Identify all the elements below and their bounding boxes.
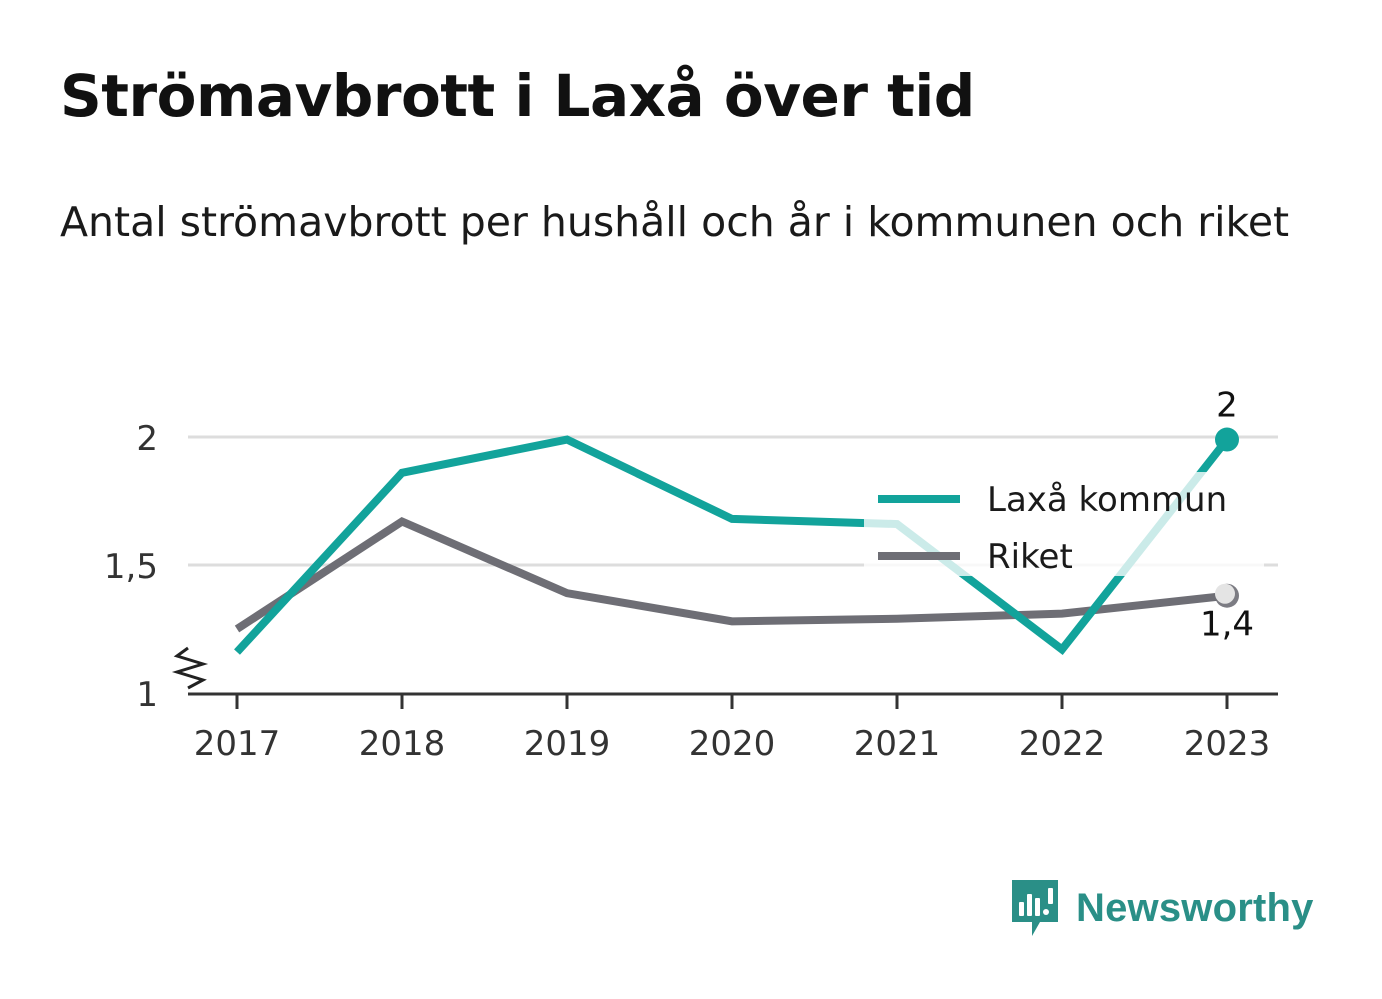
chart-title: Strömavbrott i Laxå över tid [60, 62, 975, 130]
x-tick-label: 2022 [1019, 724, 1106, 764]
chart-subtitle: Antal strömavbrott per hushåll och år i … [60, 198, 1290, 246]
brand-logo: Newsworthy [1010, 878, 1314, 938]
legend-label: Laxå kommun [987, 480, 1227, 520]
series-end-point [1215, 427, 1239, 452]
y-tick-label: 1 [136, 675, 158, 715]
y-tick-label: 1,5 [104, 547, 158, 587]
x-tick-label: 2020 [689, 724, 776, 764]
data-label: 1,4 [1200, 605, 1254, 645]
series-end-point-highlight [1215, 583, 1235, 604]
x-tick-label: 2019 [524, 724, 611, 764]
x-tick-label: 2017 [194, 724, 281, 764]
series-line [234, 516, 1228, 633]
x-tick-label: 2018 [359, 724, 446, 764]
brand-name: Newsworthy [1076, 885, 1314, 930]
y-tick-label: 2 [136, 419, 158, 459]
legend-label: Riket [987, 537, 1073, 577]
axis-break-icon [171, 646, 209, 690]
newsworthy-logo-icon [1012, 880, 1058, 936]
data-label: 2 [1216, 386, 1238, 426]
x-tick-label: 2023 [1184, 724, 1271, 764]
series-line [234, 435, 1231, 656]
x-tick-label: 2021 [854, 724, 941, 764]
